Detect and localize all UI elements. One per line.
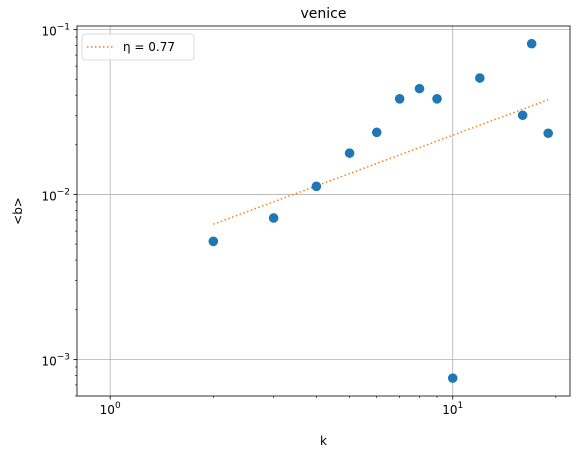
x-tick-label: 100 [100,401,121,417]
data-point [475,73,485,83]
grid [77,26,570,396]
y-axis-label: <b> [11,197,25,225]
data-point [394,94,405,104]
fit-line [213,99,549,225]
legend-box [81,33,195,61]
x-tick-label: 101 [442,401,463,417]
legend: η = 0.77 [81,33,195,61]
data-point [208,236,219,247]
chart-title: venice [301,6,347,22]
legend-label: η = 0.77 [123,40,175,54]
plot-data [208,38,553,383]
data-point [311,181,322,192]
data-point [371,127,382,138]
y-tick-label: 10−3 [41,352,70,368]
data-point [344,148,355,158]
data-point [432,94,442,104]
data-point [517,110,528,121]
data-point [414,83,425,94]
x-axis-label: k [320,434,327,448]
data-point [543,128,553,139]
axis-ticks: 100 101 10−3 10−2 10−1 [41,22,557,417]
y-tick-label: 10−2 [41,187,70,203]
data-point [526,38,537,49]
plot-frame [76,25,571,397]
data-point [447,373,458,383]
data-point [268,213,279,223]
y-tick-label: 10−1 [41,22,70,38]
